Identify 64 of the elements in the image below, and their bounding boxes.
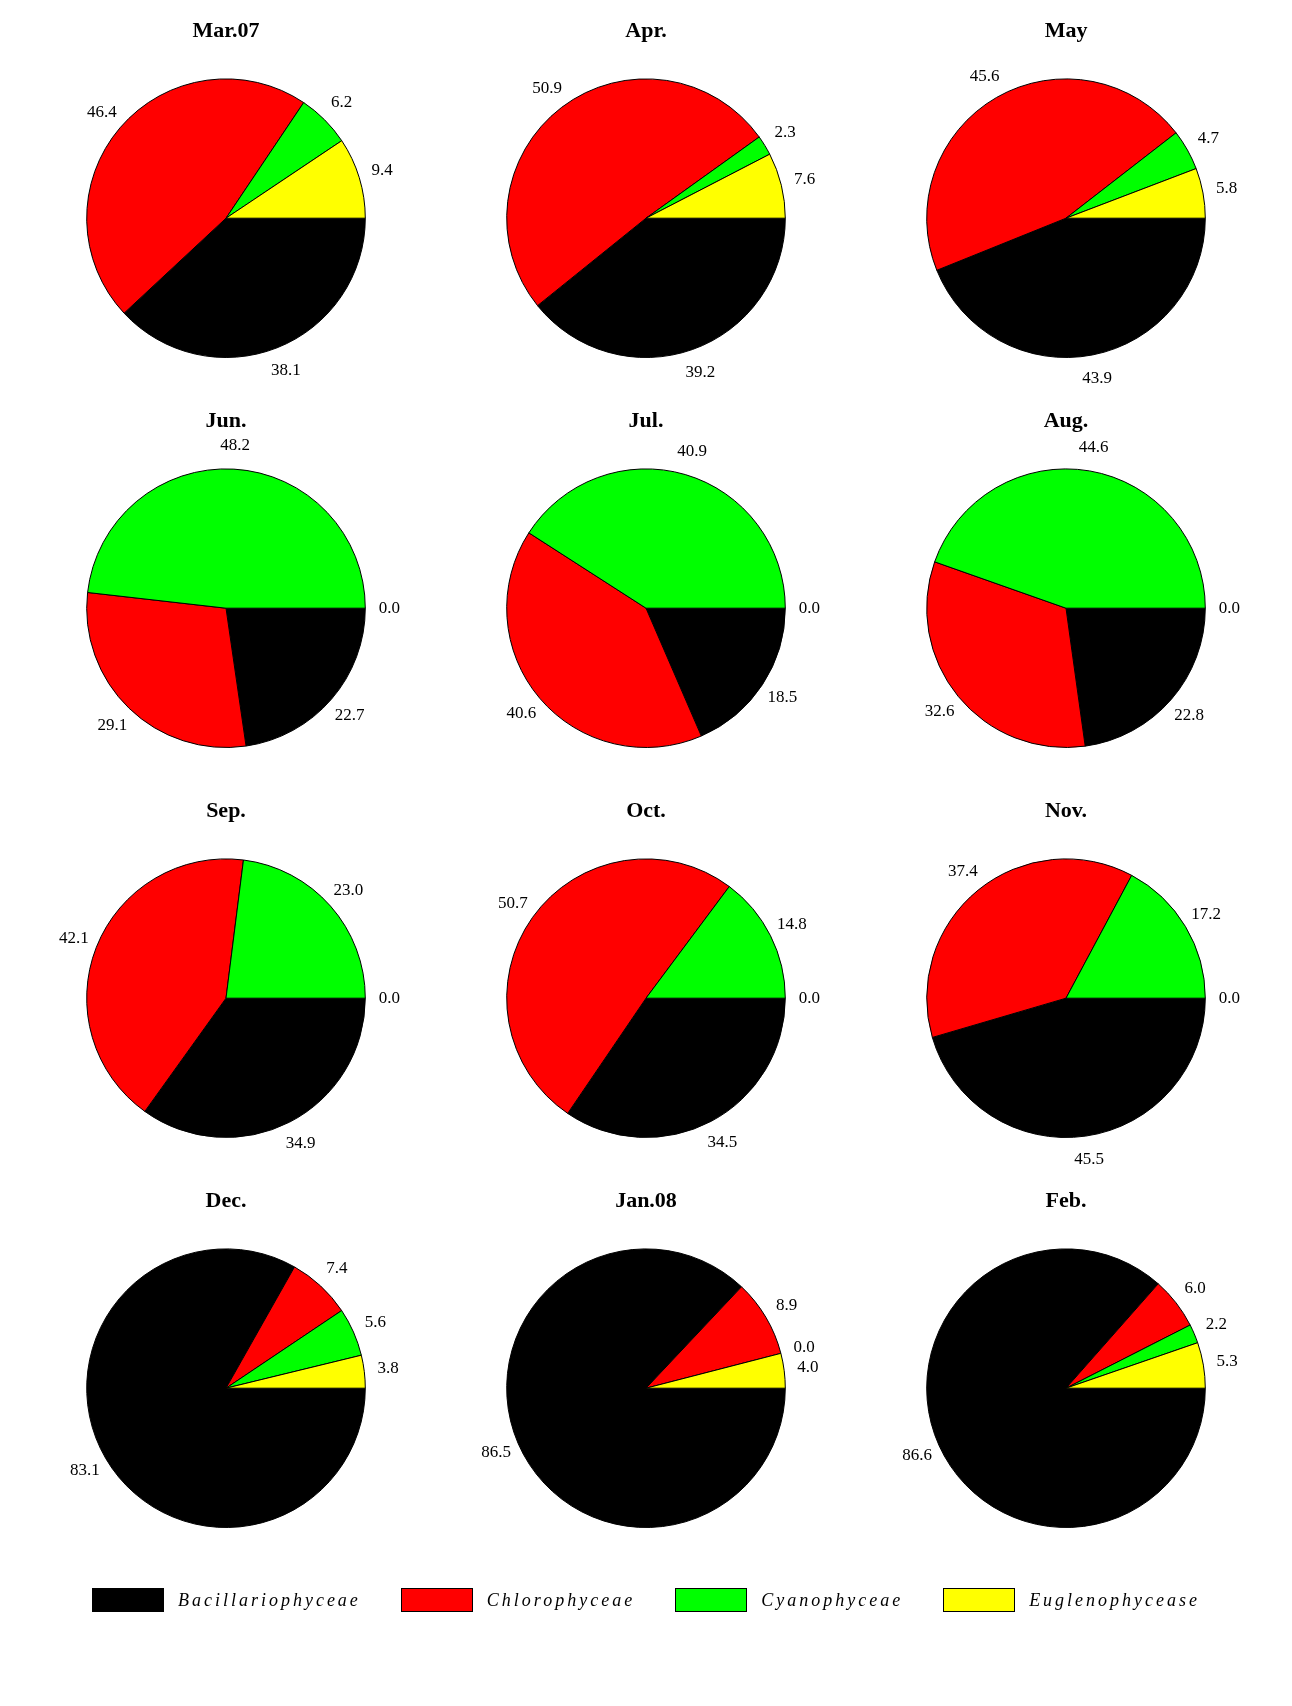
legend-label: Cyanophyceae bbox=[761, 1589, 904, 1611]
chart-title: Jul. bbox=[628, 406, 664, 432]
chart-title: Apr. bbox=[625, 16, 667, 42]
chart-title: Mar.07 bbox=[192, 16, 260, 42]
data-label: 50.7 bbox=[498, 892, 529, 912]
data-label: 44.6 bbox=[1078, 436, 1109, 456]
text: 0.0 bbox=[378, 987, 400, 1007]
chart-title: Jun. bbox=[205, 406, 247, 432]
text: 0.0 bbox=[1218, 987, 1240, 1007]
data-label: 38.1 bbox=[270, 359, 301, 379]
data-label: 18.5 bbox=[767, 687, 798, 707]
data-label: 45.6 bbox=[969, 66, 1000, 86]
data-label: 34.5 bbox=[707, 1131, 738, 1151]
data-label: 42.1 bbox=[59, 928, 89, 948]
text: 0.0 bbox=[1218, 597, 1240, 617]
text: 0.0 bbox=[793, 1336, 815, 1356]
data-label: 34.9 bbox=[285, 1132, 316, 1152]
chart-title: Oct. bbox=[626, 796, 666, 822]
data-label: 2.2 bbox=[1205, 1313, 1227, 1333]
text: 0.0 bbox=[798, 987, 820, 1007]
data-label: 22.7 bbox=[334, 704, 365, 724]
chart-title: Nov. bbox=[1044, 796, 1088, 822]
data-label: 29.1 bbox=[97, 714, 128, 734]
legend-label: Chlorophyceae bbox=[486, 1589, 636, 1611]
data-label: 8.9 bbox=[775, 1294, 798, 1314]
chart-title: Sep. bbox=[206, 796, 246, 822]
data-label: 2.3 bbox=[774, 122, 796, 142]
legend-label: Bacillariophyceae bbox=[177, 1589, 361, 1611]
data-label: 14.8 bbox=[777, 914, 807, 934]
text: 0.0 bbox=[798, 597, 820, 617]
data-label: 40.9 bbox=[677, 441, 707, 460]
data-label: 5.3 bbox=[1216, 1350, 1238, 1370]
data-label: 50.9 bbox=[532, 77, 563, 97]
data-label: 43.9 bbox=[1082, 367, 1112, 387]
data-label: 7.4 bbox=[326, 1257, 349, 1277]
data-label: 83.1 bbox=[70, 1459, 100, 1479]
chart-title: May bbox=[1044, 16, 1088, 42]
data-label: 45.5 bbox=[1074, 1149, 1105, 1169]
data-label: 86.5 bbox=[481, 1442, 511, 1462]
data-label: 9.4 bbox=[371, 160, 394, 180]
data-label: 5.6 bbox=[364, 1311, 387, 1331]
data-label: 86.6 bbox=[902, 1444, 933, 1464]
chart-title: Dec. bbox=[205, 1186, 247, 1212]
data-label: 5.8 bbox=[1215, 178, 1238, 198]
text: 0.0 bbox=[378, 597, 400, 617]
data-label: 6.0 bbox=[1184, 1277, 1206, 1297]
data-label: 17.2 bbox=[1191, 903, 1221, 923]
data-label: 4.7 bbox=[1197, 127, 1220, 147]
legend-label: Euglenophycease bbox=[1029, 1589, 1201, 1611]
data-label: 23.0 bbox=[333, 879, 364, 899]
data-label: 37.4 bbox=[948, 860, 979, 880]
data-label: 46.4 bbox=[86, 101, 118, 121]
chart-title: Aug. bbox=[1043, 406, 1089, 432]
data-label: 7.6 bbox=[794, 169, 816, 189]
data-label: 48.2 bbox=[220, 434, 251, 454]
data-label: 32.6 bbox=[924, 700, 955, 720]
data-label: 22.8 bbox=[1174, 704, 1205, 724]
data-label: 4.0 bbox=[797, 1357, 819, 1377]
data-label: 40.6 bbox=[506, 703, 537, 723]
chart-title: Feb. bbox=[1045, 1186, 1087, 1212]
chart-title: Jan.08 bbox=[615, 1186, 677, 1212]
data-label: 39.2 bbox=[685, 361, 716, 381]
data-label: 6.2 bbox=[330, 92, 353, 112]
data-label: 3.8 bbox=[377, 1358, 399, 1378]
